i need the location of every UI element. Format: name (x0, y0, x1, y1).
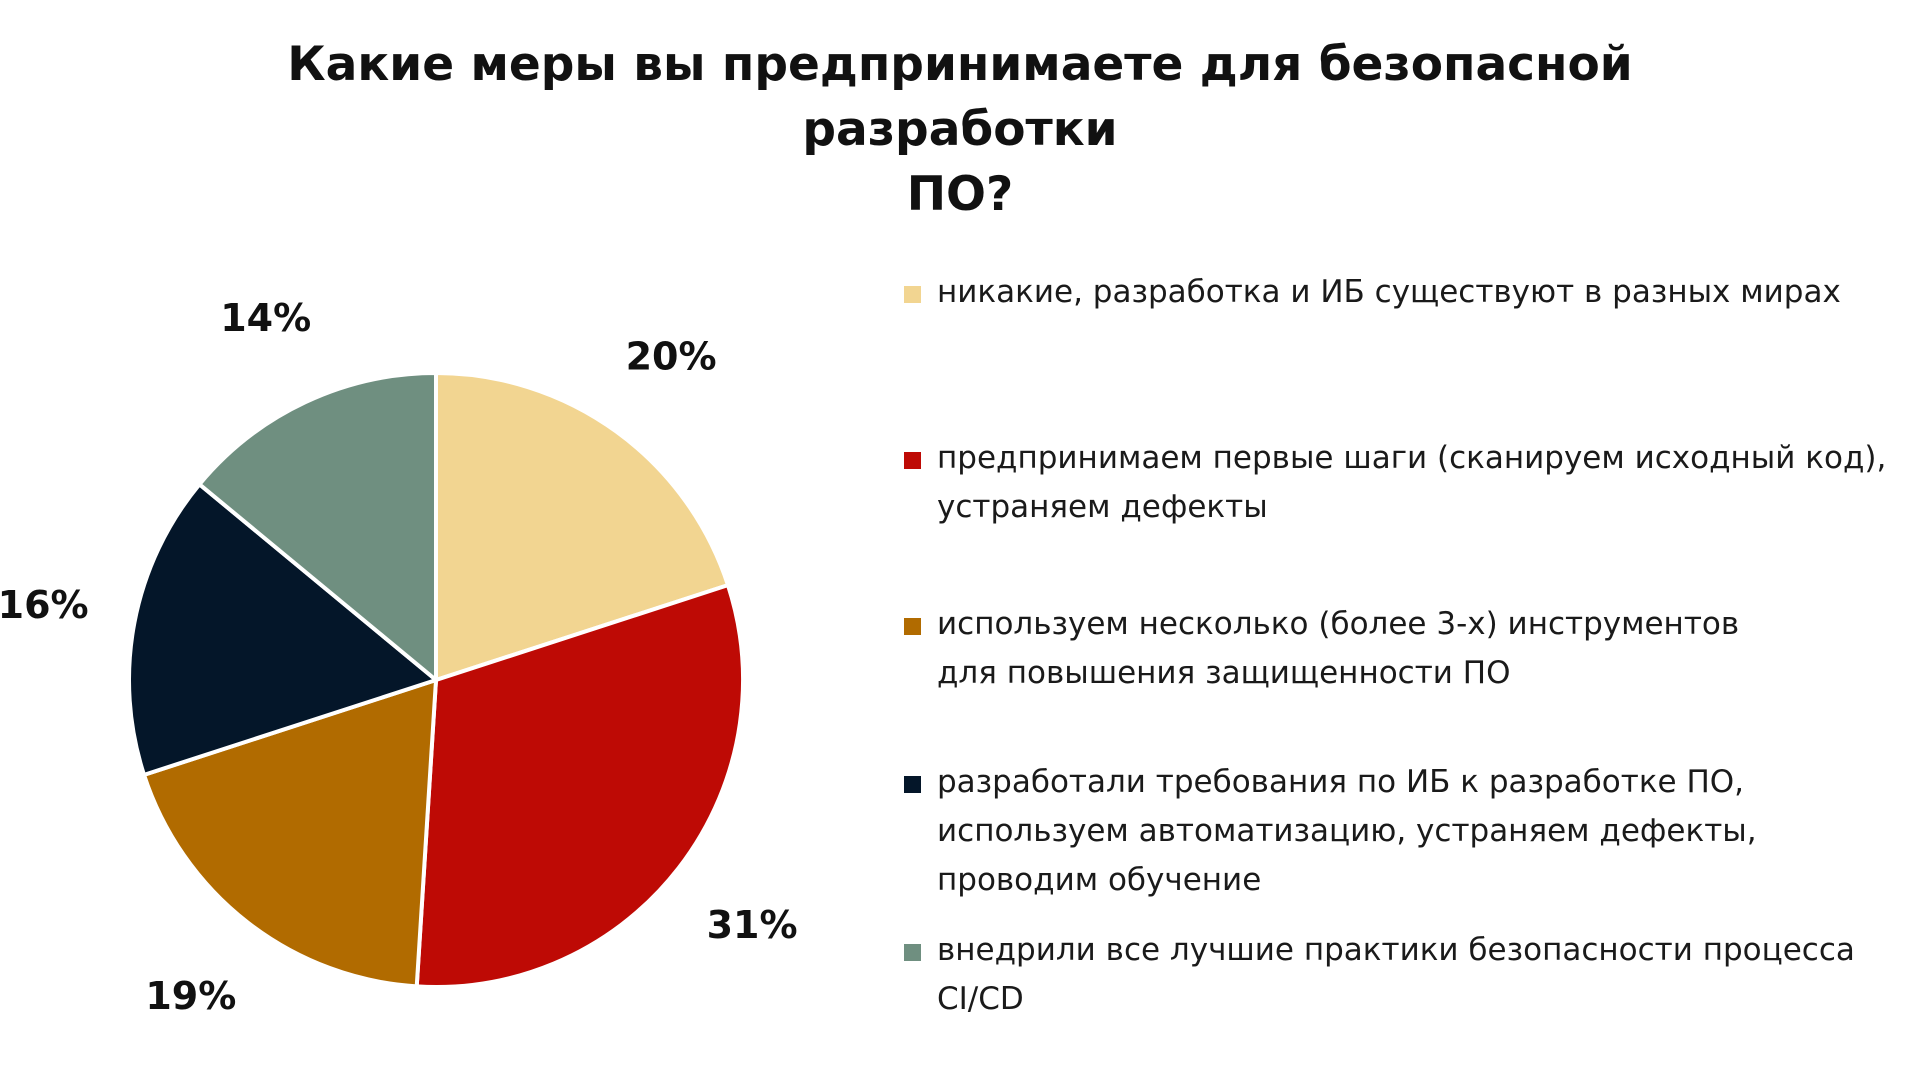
pie-slice-label-2: 31% (707, 903, 798, 947)
pie-slice-4 (127, 482, 438, 777)
legend-swatch-5 (904, 944, 921, 961)
legend-swatch-2 (904, 452, 921, 469)
pie-slices (127, 371, 745, 989)
legend-label-1: никакие, разработка и ИБ существуют в ра… (937, 274, 1841, 310)
legend-label-5: внедрили все лучшие практики безопасност… (937, 932, 1855, 1017)
legend-label-3: используем несколько (более 3-х) инструм… (937, 606, 1740, 691)
pie-slice-2 (414, 583, 745, 989)
pie-slice-label-3: 19% (145, 974, 236, 1018)
legend-label-4: разработали требования по ИБ к разработк… (937, 764, 1757, 898)
legend-swatch-4 (904, 776, 921, 793)
pie-slice-1 (434, 371, 730, 682)
legend-swatch-1 (904, 286, 921, 303)
legend-swatch-3 (904, 618, 921, 635)
chart-title-line-1: Какие меры вы предпринимаете для безопас… (287, 37, 1633, 157)
chart-title: Какие меры вы предпринимаете для безопас… (160, 32, 1760, 227)
pie-slice-label-1: 20% (626, 334, 717, 378)
pie-slice-3 (142, 678, 438, 989)
pie-slice-label-5: 14% (220, 296, 311, 340)
pie-labels: 20% 31% 19% 16% 14% (0, 296, 798, 1018)
pie-slice-5 (197, 371, 438, 682)
pie-slice-label-4: 16% (0, 583, 89, 627)
chart-title-line-2: ПО? (906, 167, 1014, 222)
legend-label-2: предпринимаем первые шаги (сканируем исх… (937, 440, 1887, 525)
